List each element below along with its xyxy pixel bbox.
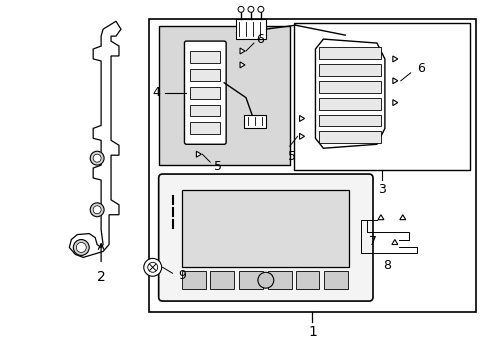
Bar xyxy=(210,271,234,289)
Polygon shape xyxy=(69,21,121,257)
Bar xyxy=(239,271,263,289)
Bar xyxy=(244,114,265,129)
Bar xyxy=(319,81,380,93)
Circle shape xyxy=(73,239,89,255)
Text: 3: 3 xyxy=(377,184,385,197)
Bar xyxy=(148,19,475,312)
Polygon shape xyxy=(240,62,244,68)
Text: 8: 8 xyxy=(382,259,390,272)
Polygon shape xyxy=(377,215,383,220)
Circle shape xyxy=(90,151,104,165)
Bar xyxy=(182,271,206,289)
Polygon shape xyxy=(196,151,201,157)
Bar xyxy=(267,271,291,289)
Bar xyxy=(190,69,220,81)
Circle shape xyxy=(238,6,244,12)
Bar xyxy=(295,271,319,289)
Text: 6: 6 xyxy=(416,62,424,75)
Bar xyxy=(190,51,220,63)
Bar xyxy=(190,122,220,134)
Polygon shape xyxy=(399,215,405,220)
Text: 6: 6 xyxy=(255,33,264,46)
Text: 5: 5 xyxy=(214,159,222,172)
Circle shape xyxy=(257,6,264,12)
Bar xyxy=(324,271,347,289)
Bar xyxy=(190,87,220,99)
Text: 4: 4 xyxy=(152,86,160,99)
Bar xyxy=(158,26,289,165)
Polygon shape xyxy=(299,133,304,139)
Text: 7: 7 xyxy=(368,235,376,248)
Text: 9: 9 xyxy=(178,269,186,282)
Circle shape xyxy=(257,272,273,288)
Bar xyxy=(293,23,469,170)
Bar xyxy=(319,114,380,126)
Circle shape xyxy=(76,243,86,252)
Circle shape xyxy=(147,262,157,272)
Polygon shape xyxy=(391,239,397,244)
Polygon shape xyxy=(392,78,397,84)
Polygon shape xyxy=(240,48,244,54)
Bar xyxy=(319,98,380,109)
Bar xyxy=(236,19,265,39)
Polygon shape xyxy=(315,39,384,148)
Bar xyxy=(319,64,380,76)
Circle shape xyxy=(93,206,101,214)
Circle shape xyxy=(247,6,253,12)
FancyBboxPatch shape xyxy=(184,41,225,144)
Circle shape xyxy=(90,203,104,217)
Bar xyxy=(190,105,220,117)
Bar xyxy=(319,47,380,59)
Bar xyxy=(319,131,380,143)
Polygon shape xyxy=(392,100,397,105)
FancyBboxPatch shape xyxy=(158,174,372,301)
Text: 5: 5 xyxy=(287,150,295,163)
Polygon shape xyxy=(299,116,304,121)
Text: 2: 2 xyxy=(97,270,105,284)
Polygon shape xyxy=(392,56,397,62)
Text: 1: 1 xyxy=(307,325,316,339)
Bar xyxy=(182,190,348,267)
Circle shape xyxy=(93,154,101,162)
Circle shape xyxy=(143,258,162,276)
